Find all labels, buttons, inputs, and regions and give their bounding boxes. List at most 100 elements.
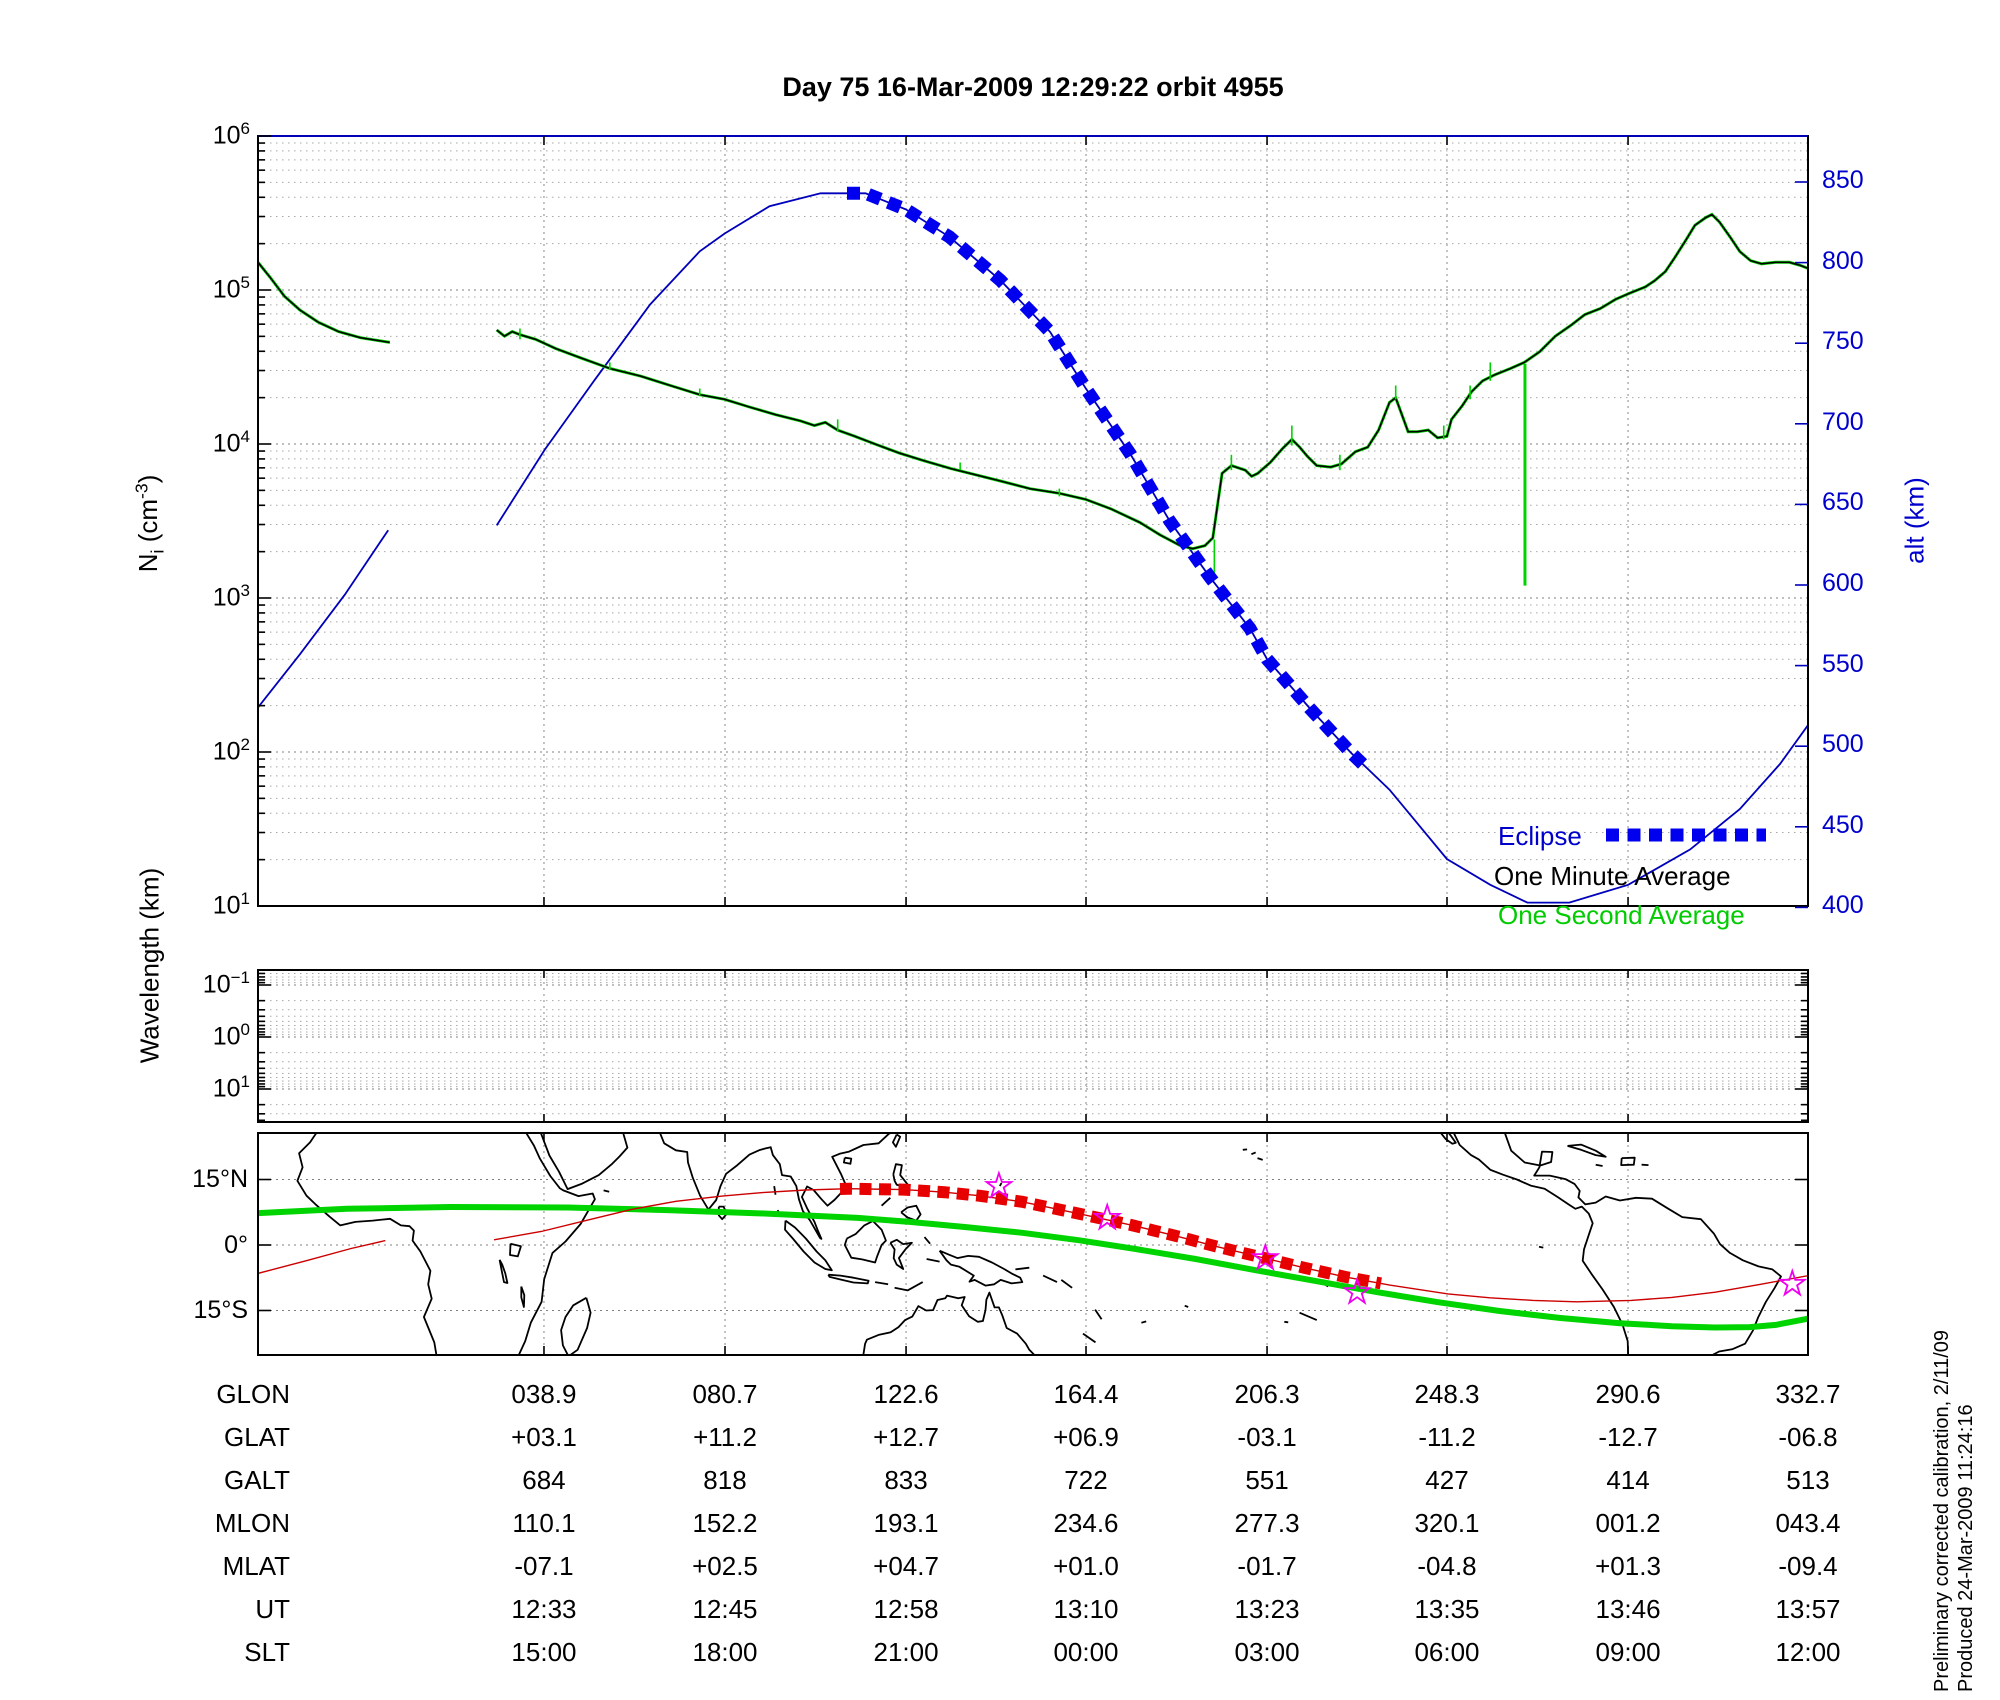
coastline	[862, 1291, 1036, 1355]
coastline	[1503, 1133, 1782, 1355]
density-ytick-label: 101	[212, 889, 250, 920]
table-cell-slt-2: 21:00	[873, 1637, 939, 1667]
coastline	[843, 1220, 887, 1264]
coastline	[880, 1197, 891, 1207]
table-cell-galt-5: 427	[1425, 1465, 1469, 1495]
coastline	[900, 1204, 922, 1222]
coastline	[843, 1156, 853, 1165]
legend-one-minute-label: One Minute Average	[1494, 861, 1731, 891]
altitude-axis-label: alt (km)	[1899, 477, 1930, 564]
coastline	[1015, 1266, 1030, 1271]
altitude-ytick-label: 650	[1822, 488, 1864, 517]
coastline	[520, 1286, 526, 1308]
coastline	[938, 1249, 1024, 1287]
coastline	[827, 1273, 870, 1285]
legend-one-second-label: One Second Average	[1498, 900, 1745, 930]
coastline	[1141, 1320, 1147, 1324]
production-note-line2: Produced 24-Mar-2009 11:24:16	[1955, 1404, 1977, 1692]
altitude-ytick-label: 750	[1822, 327, 1864, 356]
coastline	[1538, 1245, 1544, 1249]
table-cell-glon-4: 206.3	[1234, 1379, 1300, 1409]
coastline	[892, 1163, 910, 1188]
table-row-label-ut: UT	[255, 1594, 290, 1624]
table-cell-mlat-2: +04.7	[873, 1551, 939, 1581]
table-row-label-glon: GLON	[216, 1379, 290, 1409]
table-row-label-mlat: MLAT	[222, 1551, 290, 1581]
table-cell-slt-1: 18:00	[692, 1637, 758, 1667]
density-ytick-label: 105	[212, 273, 250, 304]
coastline	[894, 1281, 924, 1292]
production-note-line1: Preliminary corrected calibration, 2/11/…	[1931, 1329, 1953, 1692]
wavelength-ytick-label: 101	[212, 1072, 250, 1103]
table-cell-mlat-1: +02.5	[692, 1551, 758, 1581]
table-cell-mlat-3: +01.0	[1053, 1551, 1119, 1581]
table-cell-galt-4: 551	[1245, 1465, 1289, 1495]
table-cell-mlon-5: 320.1	[1414, 1508, 1480, 1538]
legend-eclipse-label: Eclipse	[1498, 821, 1582, 851]
table-cell-glon-1: 080.7	[692, 1379, 758, 1409]
table-cell-glat-4: -03.1	[1237, 1422, 1297, 1452]
coastline	[1184, 1304, 1189, 1308]
coastline	[1567, 1143, 1607, 1158]
coastline	[892, 1133, 902, 1148]
altitude-ytick-label: 850	[1822, 166, 1864, 194]
eclipse-beads	[847, 186, 1371, 773]
table-cell-mlat-0: -07.1	[514, 1551, 574, 1581]
coastline	[517, 1133, 596, 1355]
altitude-ytick-label: 700	[1822, 407, 1864, 436]
table-cell-mlon-4: 277.3	[1234, 1508, 1300, 1538]
map-lat-label-0: 0°	[224, 1231, 248, 1259]
coastline	[923, 1236, 931, 1245]
coastline	[889, 1238, 913, 1270]
one-minute-curve-seg2	[496, 213, 1808, 550]
table-cell-galt-2: 833	[884, 1465, 928, 1495]
page-title: Day 75 16-Mar-2009 12:29:22 orbit 4955	[782, 72, 1284, 102]
table-cell-glon-5: 248.3	[1414, 1379, 1480, 1409]
table-cell-glon-0: 038.9	[511, 1379, 577, 1409]
coastline	[1060, 1279, 1073, 1289]
table-cell-glat-7: -06.8	[1778, 1422, 1838, 1452]
table-cell-ut-4: 13:23	[1234, 1594, 1300, 1624]
table-cell-galt-0: 684	[522, 1465, 566, 1495]
table-cell-galt-6: 414	[1606, 1465, 1650, 1495]
table-cell-mlon-6: 001.2	[1595, 1508, 1661, 1538]
ground-track-seg1	[258, 1239, 386, 1275]
apex-star-marker	[1341, 1276, 1373, 1306]
density-ytick-label: 103	[212, 581, 250, 612]
coastline	[1284, 1320, 1289, 1324]
wavelength-ytick-label: 10−1	[202, 968, 250, 999]
coastline	[659, 1133, 892, 1240]
coastline	[560, 1297, 592, 1355]
table-cell-slt-5: 06:00	[1414, 1637, 1480, 1667]
density-altitude-plot	[258, 186, 1808, 904]
coastline	[1094, 1309, 1103, 1320]
table-cell-ut-0: 12:33	[511, 1594, 577, 1624]
table-cell-glon-3: 164.4	[1053, 1379, 1119, 1409]
density-ytick-label: 106	[212, 119, 250, 150]
coastline	[999, 1182, 1003, 1187]
table-cell-mlat-6: +01.3	[1595, 1551, 1661, 1581]
table-cell-mlon-3: 234.6	[1053, 1508, 1119, 1538]
world-map	[258, 1133, 1808, 1355]
table-cell-ut-5: 13:35	[1414, 1594, 1480, 1624]
coastline	[1299, 1311, 1318, 1321]
wavelength-axis-label: Wavelength (km)	[134, 867, 165, 1064]
table-row-label-galt: GALT	[224, 1465, 290, 1495]
table-cell-slt-6: 09:00	[1595, 1637, 1661, 1667]
coastline	[1042, 1274, 1058, 1283]
density-axis-label: Ni (cm-3)	[131, 474, 168, 573]
altitude-ytick-label: 400	[1822, 891, 1864, 920]
table-cell-glon-6: 290.6	[1595, 1379, 1661, 1409]
one-second-curve-seg1	[258, 261, 391, 344]
apex-star-marker	[1092, 1201, 1123, 1231]
altitude-curve-seg2	[495, 192, 1808, 904]
table-cell-mlon-1: 152.2	[692, 1508, 758, 1538]
one-second-curve-seg2	[495, 212, 1808, 551]
coastline	[603, 1189, 610, 1193]
coastline	[773, 1185, 777, 1195]
table-cell-ut-7: 13:57	[1775, 1594, 1841, 1624]
magnetic-equator-line	[258, 1203, 1808, 1331]
table-cell-ut-1: 12:45	[692, 1594, 758, 1624]
apex-star-marker	[1250, 1242, 1281, 1271]
